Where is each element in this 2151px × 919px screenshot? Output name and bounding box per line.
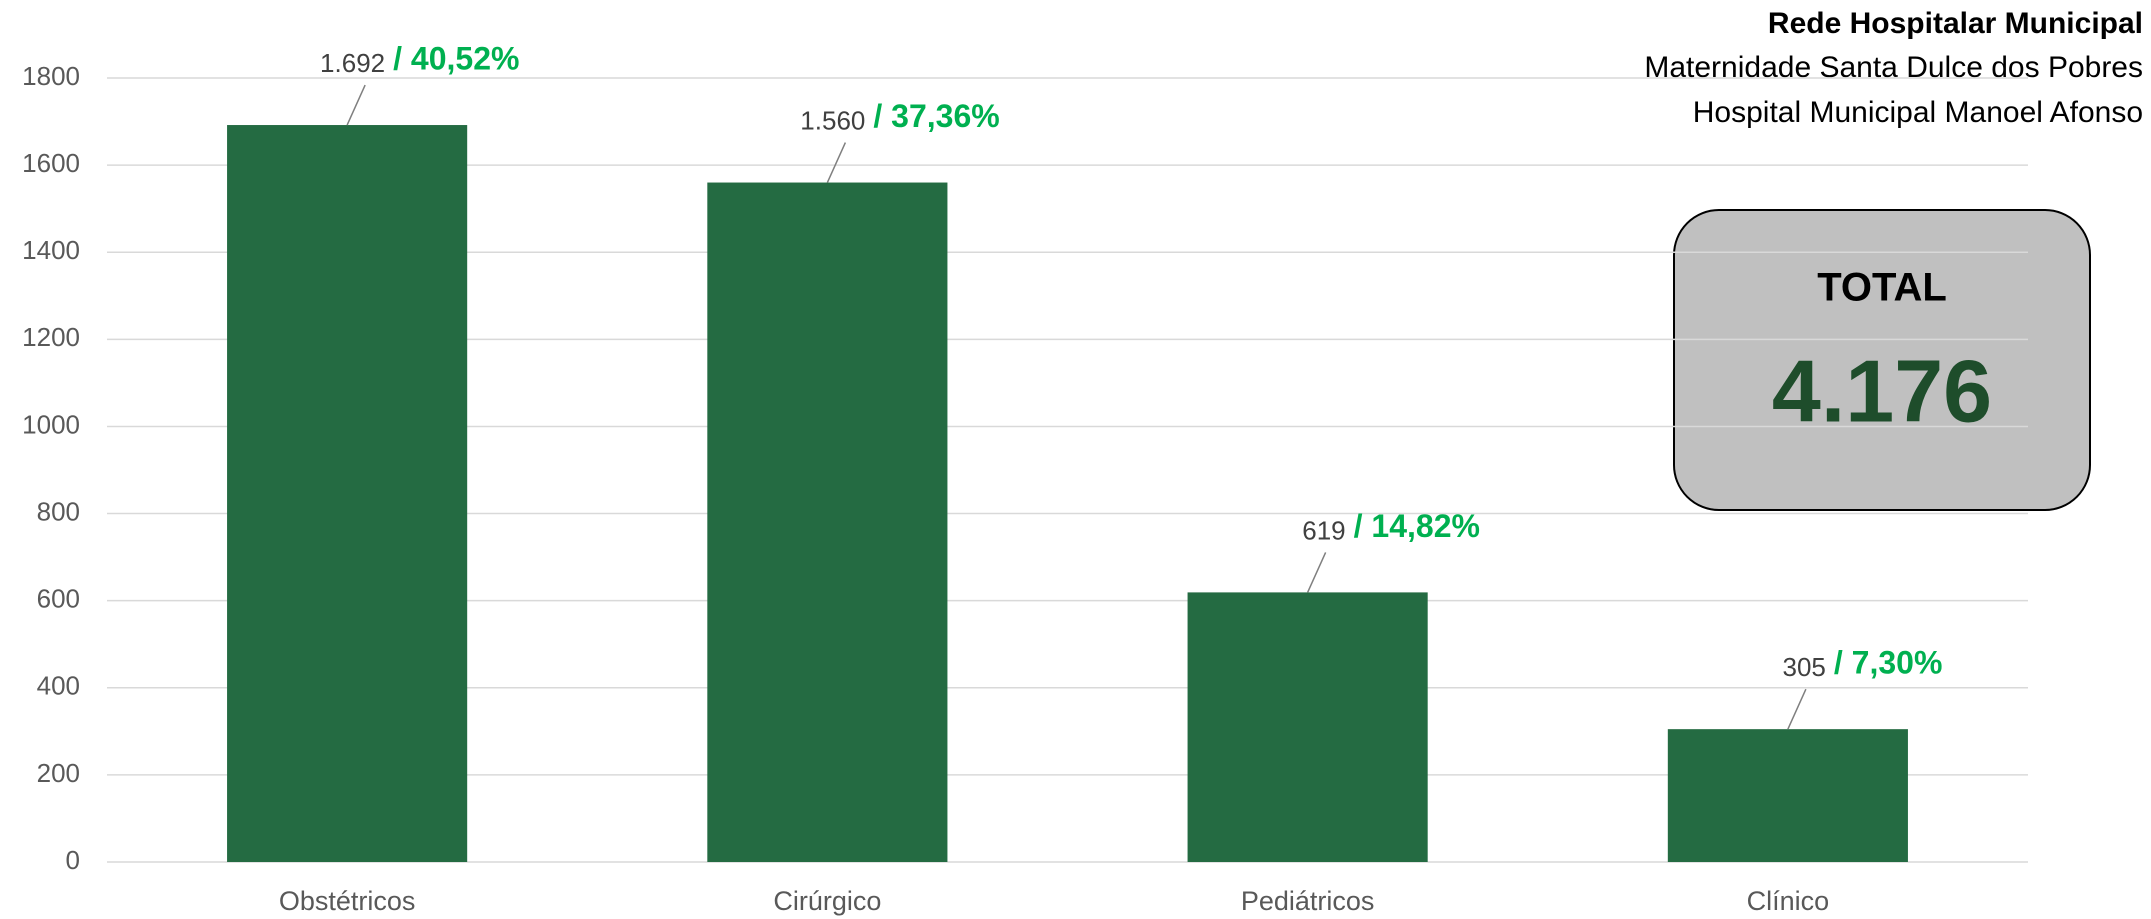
header-line: Hospital Municipal Manoel Afonso (1693, 96, 2143, 129)
value-label: 1.560 (800, 105, 865, 135)
y-tick-label: 800 (37, 496, 80, 526)
value-label: 619 (1302, 515, 1345, 545)
y-tick-label: 1400 (22, 235, 80, 265)
x-tick-label: Clínico (1747, 886, 1830, 916)
leader-line (347, 85, 365, 125)
bar (227, 125, 467, 862)
value-label: 1.692 (320, 48, 385, 78)
y-tick-label: 1200 (22, 322, 80, 352)
y-tick-label: 400 (37, 671, 80, 701)
header-line: Maternidade Santa Dulce dos Pobres (1644, 51, 2143, 84)
leader-line (1308, 552, 1326, 592)
y-tick-label: 1000 (22, 409, 80, 439)
x-tick-label: Cirúrgico (773, 886, 881, 916)
y-tick-label: 1800 (22, 61, 80, 91)
bar (707, 183, 947, 862)
leader-line (1788, 689, 1806, 729)
bar (1668, 729, 1908, 862)
chart: Rede Hospitalar Municipal Maternidade Sa… (0, 0, 2151, 919)
y-tick-label: 600 (37, 584, 80, 614)
share-label: / 14,82% (1354, 508, 1480, 544)
share-label: / 40,52% (393, 40, 519, 76)
total-value: 4.176 (1772, 341, 1992, 440)
x-tick-label: Obstétricos (279, 886, 416, 916)
bar (1188, 592, 1428, 862)
y-tick-label: 0 (66, 845, 80, 875)
y-tick-label: 1600 (22, 148, 80, 178)
y-tick-label: 200 (37, 758, 80, 788)
share-label: / 7,30% (1834, 645, 1943, 681)
value-label: 305 (1782, 652, 1825, 682)
leader-line (827, 143, 845, 183)
share-label: / 37,36% (873, 98, 999, 134)
header-title: Rede Hospitalar Municipal (1768, 7, 2143, 40)
total-label: TOTAL (1817, 266, 1947, 310)
x-tick-label: Pediátricos (1241, 886, 1375, 916)
